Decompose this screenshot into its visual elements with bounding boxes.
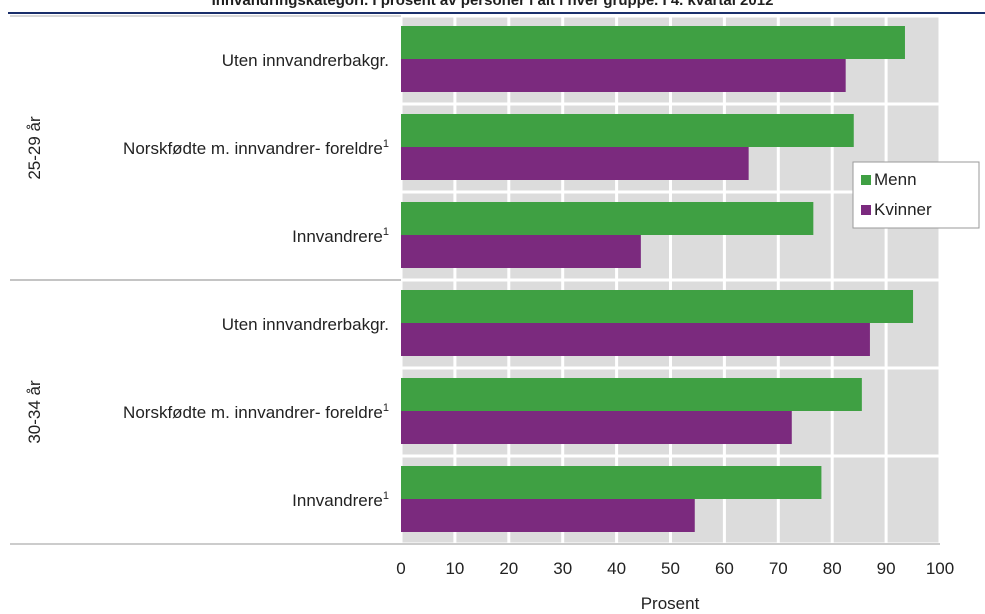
x-tick-label: 40 xyxy=(607,559,626,578)
bar-kvinner xyxy=(401,147,749,180)
category-label-text: Uten innvandrerbakgr. xyxy=(222,51,389,70)
x-tick-labels: 0 10 20 30 40 50 60 70 80 90 100 xyxy=(396,559,954,578)
legend-label-kvinner: Kvinner xyxy=(874,200,932,219)
legend-swatch-kvinner xyxy=(861,205,871,215)
bar-kvinner xyxy=(401,323,870,356)
x-tick-label: 70 xyxy=(769,559,788,578)
bar-menn xyxy=(401,466,822,499)
bar-kvinner xyxy=(401,235,641,268)
legend-box xyxy=(852,161,980,229)
category-label: Uten innvandrerbakgr. xyxy=(222,51,389,70)
x-tick-label: 20 xyxy=(499,559,518,578)
category-labels: Uten innvandrerbakgr. Norskfødte m. innva… xyxy=(25,51,389,510)
x-tick-label: 30 xyxy=(553,559,572,578)
category-label-text: Norskfødte m. innvandrer- foreldre xyxy=(123,403,383,422)
category-label-footnote: 1 xyxy=(383,490,389,502)
x-tick-label: 0 xyxy=(396,559,405,578)
bar-menn xyxy=(401,290,914,323)
group-label: 25-29 år xyxy=(25,116,44,180)
x-tick-label: 50 xyxy=(661,559,680,578)
x-tick-label: 60 xyxy=(715,559,734,578)
category-label-footnote: 1 xyxy=(383,138,389,150)
category-label: Uten innvandrerbakgr. xyxy=(222,315,389,334)
x-tick-label: 10 xyxy=(445,559,464,578)
category-label-text: Uten innvandrerbakgr. xyxy=(222,315,389,334)
bar-kvinner xyxy=(401,499,695,532)
x-tick-label: 80 xyxy=(823,559,842,578)
bars xyxy=(401,26,914,532)
bar-kvinner xyxy=(401,59,846,92)
grid-lines xyxy=(399,14,942,546)
category-label: Norskfødte m. innvandrer- foreldre1 xyxy=(123,138,389,158)
bar-kvinner xyxy=(401,411,792,444)
bar-menn xyxy=(401,114,854,147)
category-label-footnote: 1 xyxy=(383,402,389,414)
category-label: Innvandrere1 xyxy=(292,490,389,510)
x-tick-label: 100 xyxy=(926,559,954,578)
title-divider xyxy=(8,12,985,14)
legend: Menn Kvinner xyxy=(852,161,980,229)
group-label: 30-34 år xyxy=(25,380,44,444)
chart-title: Innvandringskategori. I prosent av perso… xyxy=(211,0,774,9)
category-label: Innvandrere1 xyxy=(292,226,389,246)
bar-menn xyxy=(401,378,862,411)
legend-label-menn: Menn xyxy=(874,170,917,189)
category-label-text: Innvandrere xyxy=(292,227,383,246)
x-tick-label: 90 xyxy=(877,559,896,578)
bar-menn xyxy=(401,26,905,59)
x-axis-label: Prosent xyxy=(641,594,700,613)
bar-menn xyxy=(401,202,814,235)
category-label-text: Innvandrere xyxy=(292,491,383,510)
category-label-text: Norskfødte m. innvandrer- foreldre xyxy=(123,139,383,158)
category-label-footnote: 1 xyxy=(383,226,389,238)
category-label: Norskfødte m. innvandrer- foreldre1 xyxy=(123,402,389,422)
legend-swatch-menn xyxy=(861,175,871,185)
